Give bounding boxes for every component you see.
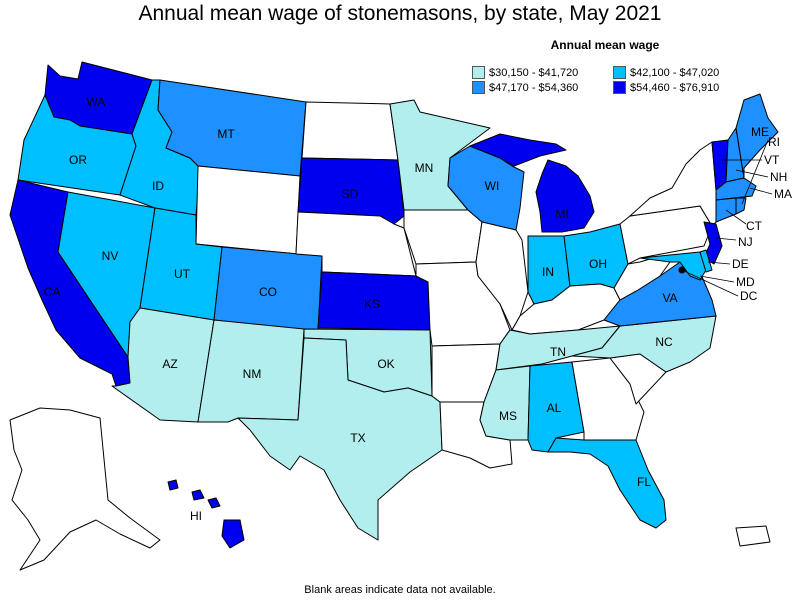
- leader-MA: [749, 187, 773, 195]
- legend-item-2: $42,100 - $47,020: [613, 66, 719, 79]
- legend-swatch-2: [613, 66, 626, 79]
- state-FL[interactable]: [547, 437, 667, 529]
- label-AL: AL: [547, 401, 562, 415]
- state-IA[interactable]: [403, 209, 483, 265]
- label-ME: ME: [751, 125, 769, 139]
- label-NM: NM: [243, 367, 262, 381]
- label-WA: WA: [87, 95, 106, 109]
- label-MT: MT: [217, 127, 235, 141]
- legend-label-1: $30,150 - $41,720: [489, 66, 579, 79]
- label-HI: HI: [190, 509, 202, 523]
- state-NJ[interactable]: [703, 221, 723, 265]
- label-NJ: NJ: [738, 235, 753, 249]
- label-OK: OK: [377, 357, 394, 371]
- label-RI: RI: [768, 135, 780, 149]
- label-DE: DE: [732, 257, 749, 271]
- legend-title: Annual mean wage: [550, 38, 660, 52]
- leader-CT: [725, 209, 747, 225]
- legend-swatch-1: [472, 66, 485, 79]
- label-MI: MI: [555, 207, 568, 221]
- label-MD: MD: [736, 275, 755, 289]
- label-OR: OR: [69, 153, 87, 167]
- label-AZ: AZ: [162, 357, 177, 371]
- state-MI[interactable]: [535, 159, 595, 233]
- leader-MD: [699, 275, 735, 283]
- label-MN: MN: [415, 161, 434, 175]
- state-PR[interactable]: [735, 525, 771, 547]
- leader-RI: [741, 139, 769, 205]
- label-MS: MS: [499, 409, 517, 423]
- label-SD: SD: [342, 187, 359, 201]
- legend-label-2: $42,100 - $47,020: [630, 66, 720, 79]
- label-WI: WI: [485, 179, 500, 193]
- state-TX[interactable]: [237, 337, 443, 541]
- state-HI[interactable]: [167, 479, 245, 549]
- map-title: Annual mean wage of stonemasons, by stat…: [138, 2, 662, 25]
- leader-DE: [707, 261, 731, 265]
- state-AK[interactable]: [9, 407, 161, 571]
- label-VA: VA: [662, 291, 677, 305]
- leader-NH: [735, 169, 769, 178]
- legend-label-4: $54,460 - $76,910: [630, 81, 720, 94]
- label-CA: CA: [44, 285, 61, 299]
- state-MI-upper[interactable]: [469, 133, 567, 167]
- label-ID: ID: [152, 179, 164, 193]
- state-ME[interactable]: [735, 93, 779, 179]
- label-CT: CT: [746, 219, 763, 233]
- leader-DC: [681, 269, 739, 297]
- legend-swatch-4: [613, 81, 626, 94]
- state-ND[interactable]: [301, 101, 399, 161]
- leader-NJ: [715, 237, 737, 241]
- legend-item-1: $30,150 - $41,720: [472, 66, 578, 79]
- state-DE[interactable]: [699, 249, 713, 273]
- label-CO: CO: [259, 285, 277, 299]
- state-OH[interactable]: [563, 223, 629, 289]
- label-VT: VT: [764, 153, 780, 167]
- legend-item-3: $47,170 - $54,360: [472, 81, 578, 94]
- label-OH: OH: [589, 257, 607, 271]
- footnote: Blank areas indicate data not available.: [304, 584, 496, 596]
- label-KS: KS: [364, 297, 380, 311]
- label-TN: TN: [550, 345, 566, 359]
- legend-label-3: $47,170 - $54,360: [489, 81, 579, 94]
- label-NC: NC: [655, 335, 673, 349]
- legend-item-4: $54,460 - $76,910: [613, 81, 719, 94]
- label-NV: NV: [102, 249, 119, 263]
- label-DC: DC: [740, 289, 758, 303]
- legend-swatch-3: [472, 81, 485, 94]
- label-FL: FL: [637, 475, 651, 489]
- state-WY[interactable]: [195, 165, 301, 255]
- label-UT: UT: [174, 267, 191, 281]
- label-TX: TX: [350, 431, 365, 445]
- label-IN: IN: [542, 265, 554, 279]
- state-RI[interactable]: [735, 197, 747, 215]
- label-NH: NH: [770, 170, 787, 184]
- label-MA: MA: [774, 187, 792, 201]
